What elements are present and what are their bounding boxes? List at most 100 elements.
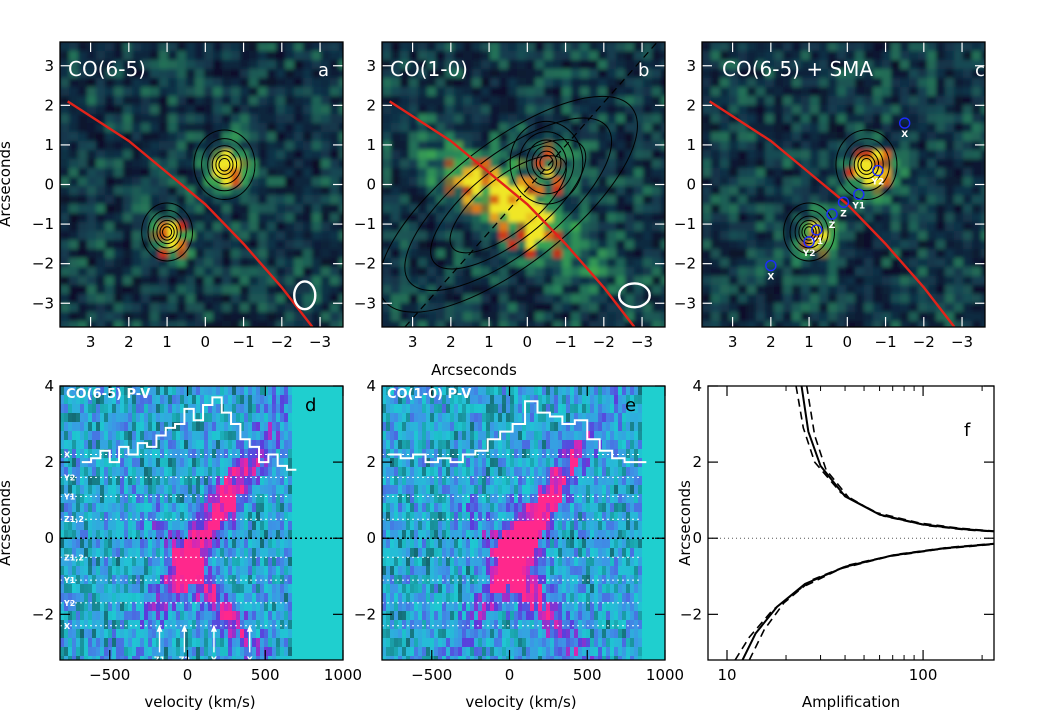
pv-pixel [220,548,224,557]
pv-pixel [240,467,244,476]
pv-pixel [80,566,84,575]
map-pixel [553,204,563,214]
pv-pixel [116,440,120,449]
pv-pixel [204,512,208,521]
map-pixel [792,213,802,223]
pv-pixel [272,584,276,593]
pv-pixel [132,575,136,584]
pv-pixel [132,602,136,611]
map-pixel [436,213,446,223]
map-pixel [463,177,473,187]
map-pixel [720,231,730,241]
map-pixel [625,69,635,79]
map-pixel [418,114,428,124]
pv-pixel [144,413,148,422]
contour [215,154,234,175]
pv-pixel [228,602,232,611]
map-pixel [747,150,757,160]
pv-pixel [288,449,292,458]
pv-pixel [248,611,252,620]
map-pixel [436,231,446,241]
pv-pixel [188,566,192,575]
map-pixel [774,186,784,196]
pv-pixel [96,386,100,395]
map-pixel [240,303,250,313]
axes-frame [701,41,986,328]
pv-pixel [156,521,160,530]
map-pixel [186,312,196,322]
pv-pixel [188,584,192,593]
map-pixel [454,231,464,241]
map-pixel [78,186,88,196]
map-pixel [954,249,964,259]
map-pixel [132,177,142,187]
map-pixel [481,123,491,133]
map-pixel [954,51,964,61]
map-pixel [580,312,590,322]
pv-pixel [76,476,80,485]
map-pixel [177,123,187,133]
pv-pixel [116,584,120,593]
map-pixel [652,42,662,52]
pv-pixel [232,431,236,440]
map-pixel [249,60,259,70]
pv-pixel [216,395,220,404]
pv-pixel [228,386,232,395]
map-pixel [490,60,500,70]
map-pixel [571,321,581,327]
map-pixel [562,249,572,259]
map-pixel [936,51,946,61]
pv-pixel [72,440,76,449]
pv-pixel [240,521,244,530]
map-pixel [258,150,268,160]
pv-pixel [180,485,184,494]
map-pixel [837,60,847,70]
pv-pixel [284,449,288,458]
pv-pixel [260,494,264,503]
map-pixel [729,312,739,322]
map-pixel [661,123,665,133]
map-pixel [774,204,784,214]
pv-pixel [284,530,288,539]
pv-pixel [128,512,132,521]
map-pixel [267,303,277,313]
map-pixel [909,195,919,205]
pv-pixel [120,395,124,404]
pv-pixel [216,539,220,548]
map-pixel [963,285,973,295]
map-pixel [312,222,322,232]
map-pixel [936,132,946,142]
map-pixel [954,177,964,187]
map-pixel [625,321,635,327]
pv-pixel [112,476,116,485]
map-pixel [436,60,446,70]
map-pixel [418,267,428,277]
map-pixel [810,150,820,160]
map-pixel [454,276,464,286]
map-pixel [204,285,214,295]
map-pixel [661,258,665,268]
map-pixel [330,150,340,160]
pv-pixel [224,449,228,458]
map-pixel [882,294,892,304]
map-pixel [909,132,919,142]
map-pixel [729,51,739,61]
map-pixel [231,123,241,133]
pv-pixel [152,521,156,530]
pv-pixel [88,521,92,530]
pv-pixel [116,539,120,548]
map-pixel [382,177,392,187]
pv-pixel [68,494,72,503]
map-pixel [123,231,133,241]
map-pixel [231,195,241,205]
map-pixel [837,69,847,79]
pv-pixel [200,395,204,404]
map-pixel [828,321,838,327]
map-pixel [508,258,518,268]
pv-pixel [132,386,136,395]
map-pixel [409,177,419,187]
map-pixel [837,150,847,160]
map-pixel [553,78,563,88]
pv-pixel [152,449,156,458]
pv-pixel [80,629,84,638]
